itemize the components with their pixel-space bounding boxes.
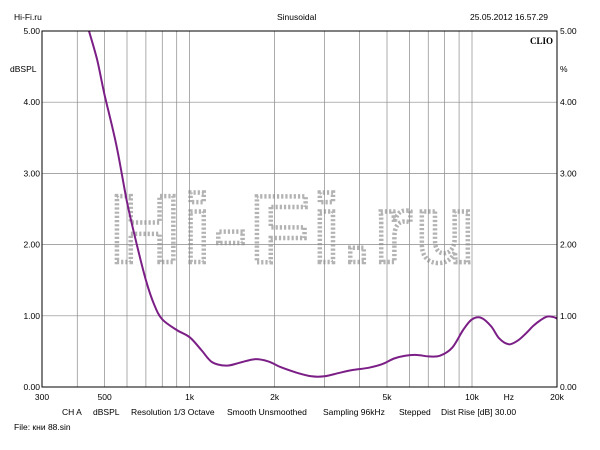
y-tick-label-left: 2.00 <box>23 240 40 250</box>
x-tick-label: 20k <box>550 392 564 402</box>
y-tick-label-left: 3.00 <box>23 168 40 178</box>
footer-param: CH A <box>62 407 82 417</box>
x-tick-label: 5k <box>383 392 393 402</box>
y-axis-label-right: % <box>560 64 568 74</box>
plot-border <box>41 30 558 388</box>
brand-label: CLIO <box>530 36 553 46</box>
footer-param: Smooth Unsmoothed <box>227 407 307 417</box>
footer-param: Resolution 1/3 Octave <box>131 407 215 417</box>
y-tick-label-left: 4.00 <box>23 97 40 107</box>
datetime-label: 25.05.2012 16.57.29 <box>470 12 548 22</box>
y-tick-label-right: 3.00 <box>560 168 577 178</box>
watermark: Hi-Fi.ru <box>111 176 479 283</box>
mode-label: Sinusoidal <box>277 12 317 22</box>
file-label: File: кни 88.sin <box>14 422 71 432</box>
x-tick-label: 1k <box>185 392 195 402</box>
x-tick-label: 500 <box>98 392 112 402</box>
footer-param: Stepped <box>399 407 431 417</box>
y-tick-label-right: 1.00 <box>560 311 577 321</box>
site-label: Hi-Fi.ru <box>14 12 42 22</box>
x-tick-label: Hz <box>504 392 514 402</box>
footer-param: Sampling 96kHz <box>323 407 385 417</box>
x-tick-label: 2k <box>270 392 280 402</box>
x-tick-label: 10k <box>465 392 479 402</box>
y-tick-label-left: 5.00 <box>23 26 40 36</box>
y-tick-label-right: 0.00 <box>560 382 577 392</box>
footer-param: dBSPL <box>93 407 120 417</box>
y-axis-label-left: dBSPL <box>10 64 37 74</box>
y-tick-label-right: 2.00 <box>560 240 577 250</box>
series-line <box>88 31 557 378</box>
footer-param: Dist Rise [dB] 30.00 <box>441 407 517 417</box>
y-tick-label-right: 5.00 <box>560 26 577 36</box>
y-tick-label-right: 4.00 <box>560 97 577 107</box>
y-tick-label-left: 1.00 <box>23 311 40 321</box>
y-tick-label-left: 0.00 <box>23 382 40 392</box>
x-tick-label: 300 <box>35 392 49 402</box>
